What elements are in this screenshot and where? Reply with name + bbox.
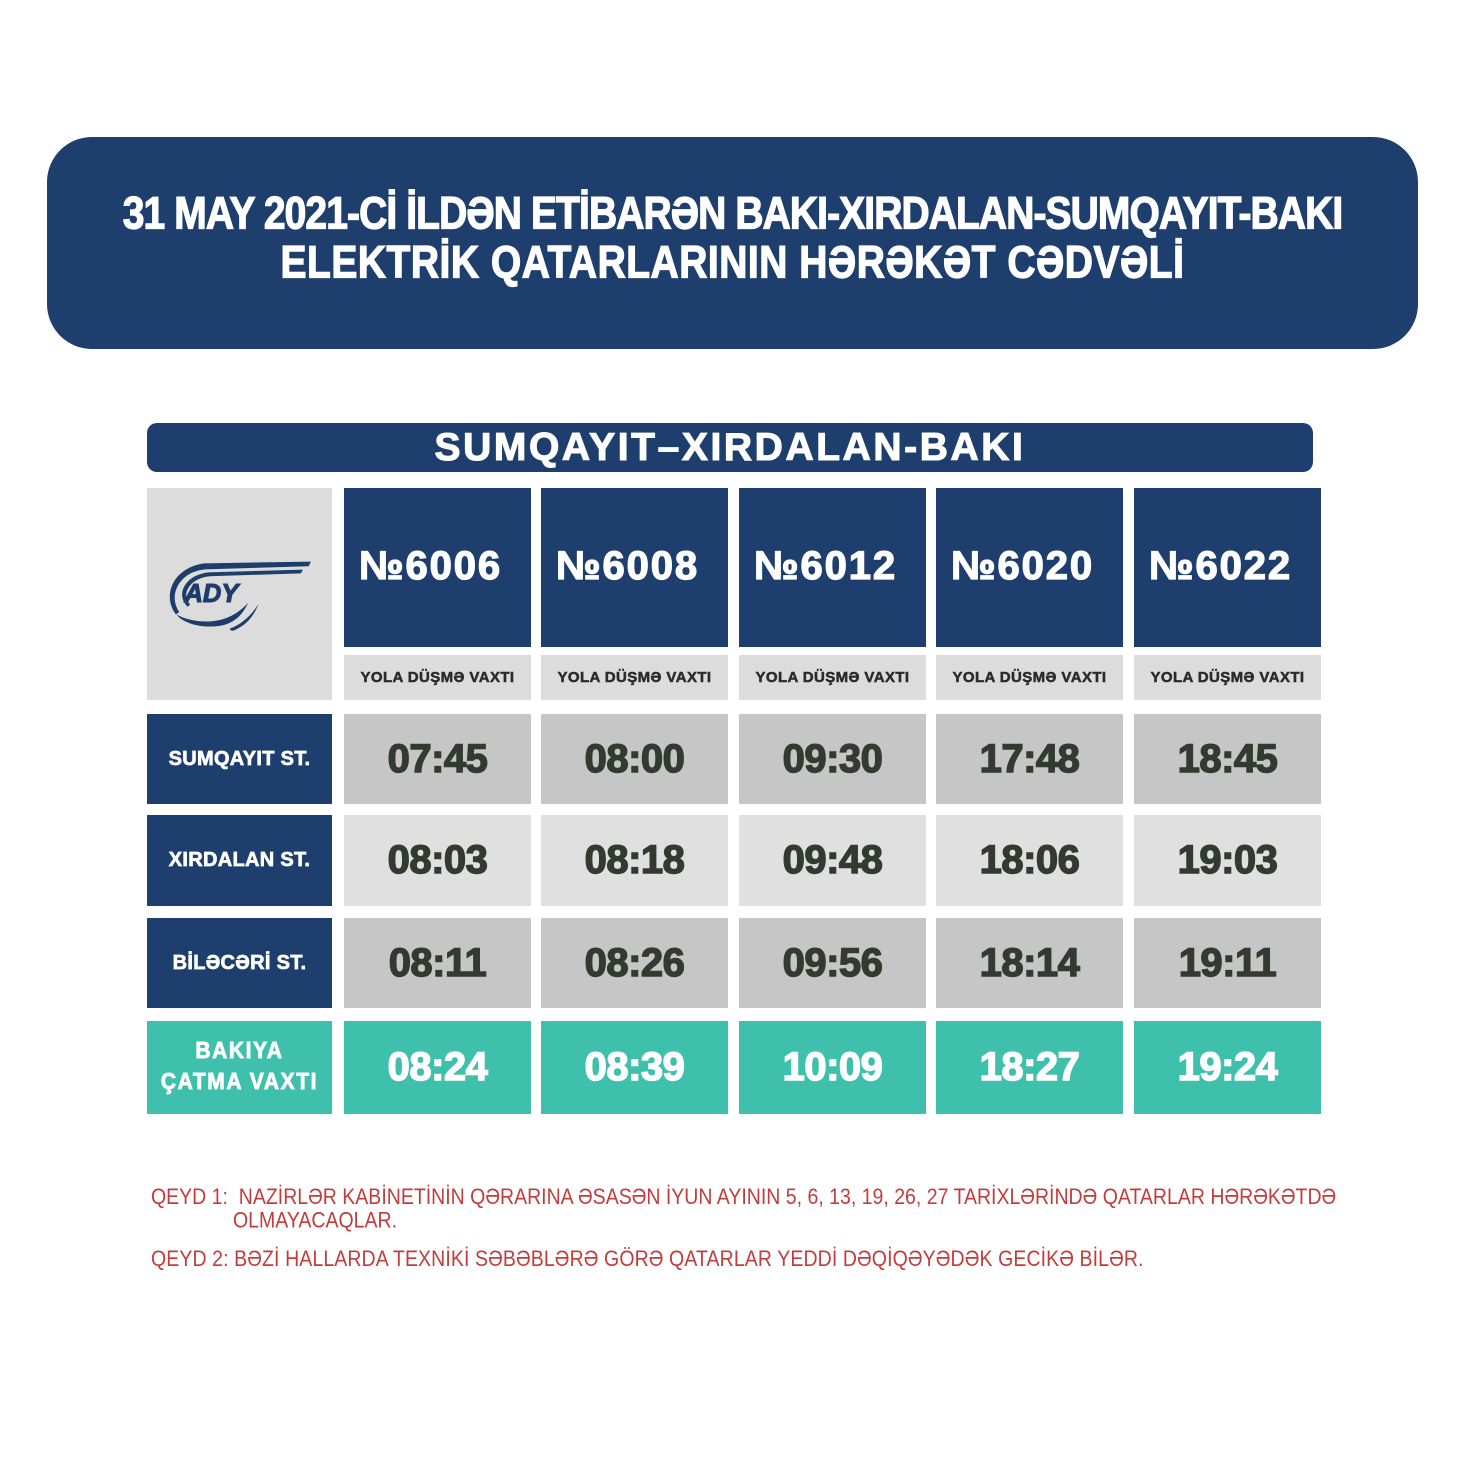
svg-text:ADY: ADY: [184, 580, 241, 608]
